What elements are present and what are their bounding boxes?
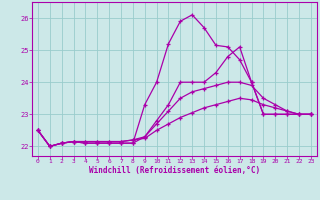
X-axis label: Windchill (Refroidissement éolien,°C): Windchill (Refroidissement éolien,°C) [89,166,260,175]
